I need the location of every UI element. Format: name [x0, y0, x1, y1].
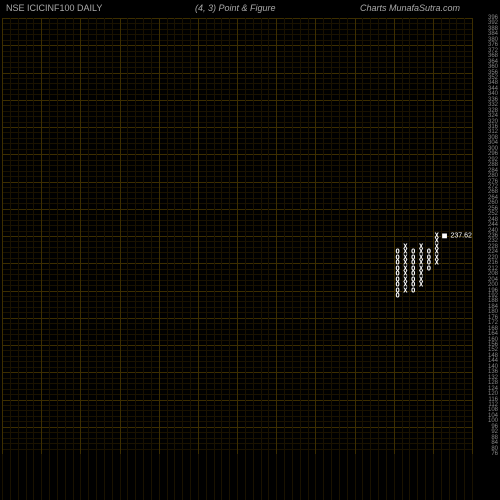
y-tick-label: 364 — [488, 59, 498, 65]
x-axis-strip — [2, 454, 472, 500]
y-tick-label: 376 — [488, 42, 498, 48]
y-tick-label: 348 — [488, 80, 498, 86]
y-tick-label: 288 — [488, 162, 498, 168]
y-tick-label: 128 — [488, 380, 498, 386]
y-tick-label: 176 — [488, 315, 498, 321]
y-tick-label: 132 — [488, 375, 498, 381]
y-tick-label: 192 — [488, 293, 498, 299]
y-tick-label: 264 — [488, 195, 498, 201]
y-tick-label: 356 — [488, 70, 498, 76]
y-tick-label: 116 — [488, 397, 498, 403]
header-symbol: NSE ICICINF100 DAILY — [6, 3, 102, 13]
y-tick-label: 184 — [488, 304, 498, 310]
y-tick-label: 340 — [488, 91, 498, 97]
y-tick-label: 100 — [488, 418, 498, 424]
y-tick-label: 172 — [488, 320, 498, 326]
y-tick-label: 92 — [491, 429, 498, 435]
y-tick-label: 164 — [488, 331, 498, 337]
y-tick-label: 384 — [488, 31, 498, 37]
y-tick-label: 136 — [488, 369, 498, 375]
y-tick-label: 160 — [488, 337, 498, 343]
y-tick-label: 248 — [488, 217, 498, 223]
y-tick-label: 328 — [488, 108, 498, 114]
y-tick-label: 352 — [488, 75, 498, 81]
y-tick-label: 304 — [488, 140, 498, 146]
y-tick-label: 336 — [488, 97, 498, 103]
y-tick-label: 140 — [488, 364, 498, 370]
pnf-x: X — [435, 233, 439, 240]
y-tick-label: 280 — [488, 173, 498, 179]
y-tick-label: 216 — [488, 260, 498, 266]
y-tick-label: 332 — [488, 102, 498, 108]
y-tick-label: 168 — [488, 326, 498, 332]
y-tick-label: 96 — [491, 424, 498, 430]
y-tick-label: 76 — [491, 451, 498, 457]
y-tick-label: 108 — [488, 407, 498, 413]
y-tick-label: 228 — [488, 244, 498, 250]
pnf-chart: OOOOOOOOOXXXXXXXXXOOOOOOOOXXXXXXXXOOOOXX… — [2, 18, 472, 454]
y-tick-label: 84 — [491, 440, 498, 446]
y-tick-label: 232 — [488, 238, 498, 244]
y-tick-label: 296 — [488, 151, 498, 157]
y-tick-label: 312 — [488, 129, 498, 135]
pnf-o: O — [395, 249, 399, 256]
pnf-x: X — [403, 243, 407, 250]
y-tick-label: 152 — [488, 347, 498, 353]
pnf-x: X — [419, 243, 423, 250]
header-source: Charts MunafaSutra.com — [360, 3, 460, 13]
y-tick-label: 236 — [488, 233, 498, 239]
y-tick-label: 320 — [488, 119, 498, 125]
y-tick-label: 80 — [491, 446, 498, 452]
y-tick-label: 272 — [488, 184, 498, 190]
y-tick-label: 212 — [488, 266, 498, 272]
y-tick-label: 388 — [488, 26, 498, 32]
y-tick-label: 104 — [488, 413, 498, 419]
current-marker: ■ — [442, 232, 447, 240]
y-tick-label: 360 — [488, 64, 498, 70]
y-tick-label: 196 — [488, 288, 498, 294]
y-tick-label: 244 — [488, 222, 498, 228]
y-tick-label: 124 — [488, 386, 498, 392]
y-tick-label: 392 — [488, 20, 498, 26]
header-params: (4, 3) Point & Figure — [195, 3, 276, 13]
y-tick-label: 268 — [488, 189, 498, 195]
y-tick-label: 260 — [488, 200, 498, 206]
y-tick-label: 156 — [488, 342, 498, 348]
y-tick-label: 224 — [488, 249, 498, 255]
y-axis: 7680848892961001041081121161201241281321… — [474, 18, 498, 454]
y-tick-label: 256 — [488, 206, 498, 212]
y-tick-label: 88 — [491, 435, 498, 441]
y-tick-label: 324 — [488, 113, 498, 119]
y-tick-label: 180 — [488, 309, 498, 315]
y-tick-label: 204 — [488, 277, 498, 283]
y-tick-label: 344 — [488, 86, 498, 92]
y-tick-label: 240 — [488, 228, 498, 234]
y-tick-label: 292 — [488, 157, 498, 163]
y-tick-label: 276 — [488, 179, 498, 185]
y-tick-label: 368 — [488, 53, 498, 59]
y-tick-label: 372 — [488, 48, 498, 54]
y-tick-label: 208 — [488, 271, 498, 277]
y-tick-label: 252 — [488, 211, 498, 217]
y-tick-label: 308 — [488, 135, 498, 141]
y-tick-label: 300 — [488, 146, 498, 152]
y-tick-label: 316 — [488, 124, 498, 130]
y-tick-label: 380 — [488, 37, 498, 43]
current-price-label: 237.62 — [451, 233, 472, 240]
y-tick-label: 200 — [488, 282, 498, 288]
pnf-o: O — [411, 249, 415, 256]
y-tick-label: 148 — [488, 353, 498, 359]
y-tick-label: 144 — [488, 358, 498, 364]
chart-header: NSE ICICINF100 DAILY (4, 3) Point & Figu… — [0, 3, 500, 17]
y-tick-label: 120 — [488, 391, 498, 397]
y-tick-label: 112 — [488, 402, 498, 408]
y-tick-label: 220 — [488, 255, 498, 261]
y-tick-label: 188 — [488, 298, 498, 304]
pnf-o: O — [427, 249, 431, 256]
y-tick-label: 284 — [488, 168, 498, 174]
